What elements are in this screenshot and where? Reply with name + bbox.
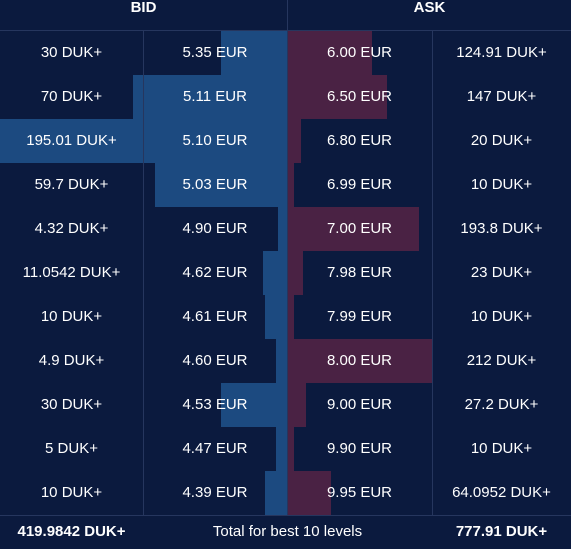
bid-quantity[interactable]: 5 DUK+ [45, 440, 98, 457]
row-divider [0, 515, 571, 516]
bid-price[interactable]: 5.03 EUR [182, 176, 248, 193]
column-divider [432, 31, 433, 515]
bid-quantity[interactable]: 59.7 DUK+ [34, 176, 109, 193]
ask-depth-bar [287, 471, 331, 515]
ask-depth-bar [287, 207, 419, 251]
bid-header: BID [0, 0, 287, 30]
bid-price[interactable]: 4.47 EUR [182, 440, 248, 457]
ask-header-label: ASK [413, 0, 446, 16]
bid-depth-bar [265, 471, 287, 515]
bid-quantity[interactable]: 30 DUK+ [40, 396, 103, 413]
bid-price[interactable]: 4.39 EUR [182, 484, 248, 501]
order-row: 10 DUK+ 4.61 EUR 7.99 EUR 10 DUK+ [0, 295, 571, 339]
bid-depth-bar [155, 163, 287, 207]
ask-price[interactable]: 9.00 EUR [326, 396, 393, 413]
order-row: 70 DUK+ 5.11 EUR 6.50 EUR 147 DUK+ [0, 75, 571, 119]
bid-quantity[interactable]: 10 DUK+ [40, 484, 103, 501]
ask-total: 777.91 DUK+ [455, 523, 548, 540]
ask-depth-bar [287, 163, 294, 207]
bid-depth-bar [133, 75, 287, 119]
ask-price[interactable]: 8.00 EUR [326, 352, 393, 369]
ask-price[interactable]: 6.80 EUR [326, 132, 393, 149]
bid-quantity[interactable]: 70 DUK+ [40, 88, 103, 105]
ask-price[interactable]: 9.90 EUR [326, 440, 393, 457]
bid-header-label: BID [130, 0, 157, 16]
totals-row: 419.9842 DUK+ Total for best 10 levels 7… [0, 515, 571, 546]
order-row: 30 DUK+ 5.35 EUR 6.00 EUR 124.91 DUK+ [0, 31, 571, 75]
column-divider [287, 0, 288, 515]
bid-price[interactable]: 4.53 EUR [182, 396, 248, 413]
order-row: 11.0542 DUK+ 4.62 EUR 7.98 EUR 23 DUK+ [0, 251, 571, 295]
ask-price[interactable]: 6.50 EUR [326, 88, 393, 105]
ask-quantity[interactable]: 64.0952 DUK+ [452, 484, 551, 501]
ask-depth-bar [287, 31, 372, 75]
order-row: 30 DUK+ 4.53 EUR 9.00 EUR 27.2 DUK+ [0, 383, 571, 427]
ask-price[interactable]: 6.00 EUR [326, 44, 393, 61]
bid-depth-bar [276, 427, 287, 471]
order-row: 5 DUK+ 4.47 EUR 9.90 EUR 10 DUK+ [0, 427, 571, 471]
ask-price[interactable]: 7.98 EUR [326, 264, 393, 281]
bid-quantity[interactable]: 195.01 DUK+ [26, 132, 117, 149]
bid-price[interactable]: 5.10 EUR [182, 132, 248, 149]
ask-depth-bar [287, 75, 387, 119]
bid-price[interactable]: 5.35 EUR [182, 44, 248, 61]
order-row: 59.7 DUK+ 5.03 EUR 6.99 EUR 10 DUK+ [0, 163, 571, 207]
ask-quantity[interactable]: 212 DUK+ [466, 352, 537, 369]
bid-quantity[interactable]: 4.9 DUK+ [38, 352, 105, 369]
bid-quantity[interactable]: 30 DUK+ [40, 44, 103, 61]
bid-quantity[interactable]: 10 DUK+ [40, 308, 103, 325]
ask-quantity[interactable]: 147 DUK+ [466, 88, 537, 105]
ask-quantity[interactable]: 27.2 DUK+ [464, 396, 539, 413]
ask-quantity[interactable]: 10 DUK+ [470, 176, 533, 193]
ask-depth-bar [287, 295, 294, 339]
ask-quantity[interactable]: 23 DUK+ [470, 264, 533, 281]
bid-price[interactable]: 4.62 EUR [182, 264, 248, 281]
ask-price[interactable]: 7.00 EUR [326, 220, 393, 237]
ask-depth-bar [287, 383, 306, 427]
order-row: 4.9 DUK+ 4.60 EUR 8.00 EUR 212 DUK+ [0, 339, 571, 383]
order-row: 10 DUK+ 4.39 EUR 9.95 EUR 64.0952 DUK+ [0, 471, 571, 515]
bid-quantity[interactable]: 4.32 DUK+ [34, 220, 109, 237]
ask-depth-bar [287, 427, 294, 471]
ask-quantity[interactable]: 124.91 DUK+ [456, 44, 547, 61]
ask-quantity[interactable]: 193.8 DUK+ [460, 220, 543, 237]
bid-price[interactable]: 4.61 EUR [182, 308, 248, 325]
bid-total: 419.9842 DUK+ [17, 523, 126, 540]
bid-depth-bar [265, 295, 287, 339]
ask-quantity[interactable]: 20 DUK+ [470, 132, 533, 149]
bid-price[interactable]: 5.11 EUR [183, 88, 247, 105]
ask-quantity[interactable]: 10 DUK+ [470, 308, 533, 325]
ask-price[interactable]: 7.99 EUR [326, 308, 393, 325]
bid-depth-bar [221, 383, 287, 427]
ask-price[interactable]: 6.99 EUR [326, 176, 393, 193]
column-divider [143, 31, 144, 515]
bid-price[interactable]: 4.60 EUR [182, 352, 248, 369]
order-row: 4.32 DUK+ 4.90 EUR 7.00 EUR 193.8 DUK+ [0, 207, 571, 251]
ask-depth-bar [287, 119, 301, 163]
bid-depth-bar [276, 339, 287, 383]
ask-header: ASK [287, 0, 571, 30]
bid-quantity[interactable]: 11.0542 DUK+ [22, 264, 121, 281]
ask-price[interactable]: 9.95 EUR [326, 484, 393, 501]
totals-label: Total for best 10 levels [212, 523, 363, 540]
bid-depth-bar [263, 251, 287, 295]
bid-depth-bar [221, 31, 287, 75]
ask-depth-bar [287, 251, 303, 295]
order-row: 195.01 DUK+ 5.10 EUR 6.80 EUR 20 DUK+ [0, 119, 571, 163]
ask-quantity[interactable]: 10 DUK+ [470, 440, 533, 457]
ask-depth-bar [287, 339, 432, 383]
bid-price[interactable]: 4.90 EUR [182, 220, 248, 237]
bid-depth-bar [278, 207, 287, 251]
row-divider [0, 30, 571, 31]
